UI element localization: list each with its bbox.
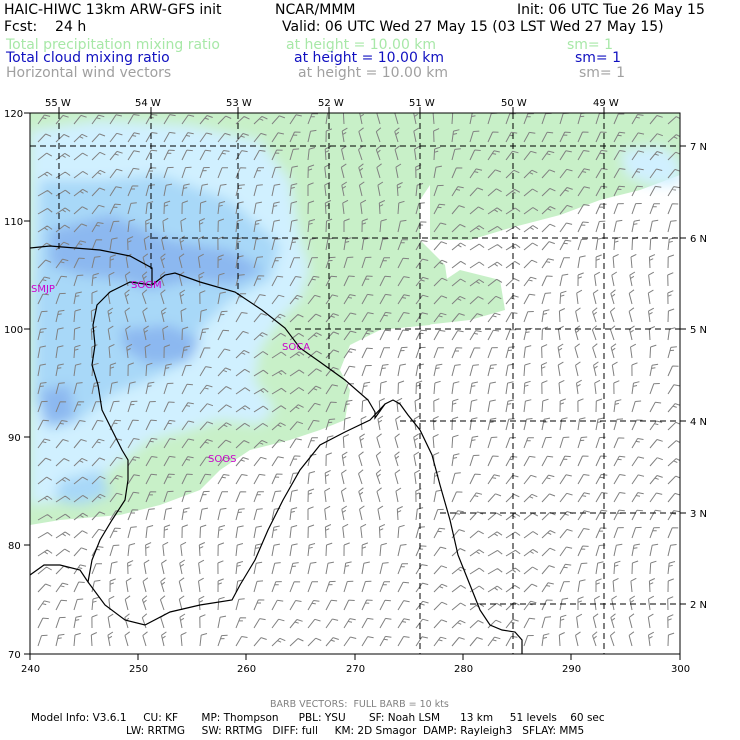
field-cloud-sm: sm= 1 [575, 50, 622, 66]
valid-time: Valid: 06 UTC Wed 27 May 15 (03 LST Wed … [282, 19, 664, 35]
lon-label: 55 W [45, 98, 71, 109]
lon-label: 52 W [318, 98, 344, 109]
x-tick-label: 290 [562, 664, 581, 675]
lon-label: 49 W [593, 98, 619, 109]
x-tick-label: 270 [346, 664, 365, 675]
x-tick-label: 260 [237, 664, 256, 675]
wind-barbs [37, 113, 680, 647]
wind-barb-glyphs [37, 113, 680, 647]
forecast-hour: Fcst: 24 h [4, 19, 87, 35]
field-wind-height: at height = 10.00 km [298, 65, 449, 81]
field-cloud-name: Total cloud mixing ratio [6, 50, 170, 66]
y-tick-label: 70 [8, 650, 21, 661]
x-tick-label: 240 [21, 664, 40, 675]
lon-label: 53 W [226, 98, 252, 109]
model-info-line1: Model Info: V3.6.1 CU: KF MP: Thompson P… [31, 712, 605, 724]
y-tick-label: 80 [8, 541, 21, 552]
lat-label: 2 N [690, 600, 707, 611]
lat-label: 5 N [690, 325, 707, 336]
lat-label: 4 N [690, 417, 707, 428]
station-label: SMJP [31, 284, 55, 295]
lon-label: 51 W [409, 98, 435, 109]
station-label: SOGM [131, 280, 162, 291]
field-precip-height: at height = 10.00 km [286, 37, 437, 53]
station-label: SOCA [282, 342, 310, 353]
coastline [30, 245, 523, 654]
lat-lon-grid [30, 113, 680, 654]
field-wind-sm: sm= 1 [579, 65, 626, 81]
y-tick-label: 110 [4, 217, 23, 228]
field-cloud-height: at height = 10.00 km [294, 50, 445, 66]
x-tick-label: 250 [129, 664, 148, 675]
lon-label: 54 W [135, 98, 161, 109]
x-tick-label: 300 [671, 664, 690, 675]
barb-legend: BARB VECTORS: FULL BARB = 10 kts [270, 699, 449, 710]
field-wind-name: Horizontal wind vectors [6, 65, 172, 81]
lon-label: 50 W [501, 98, 527, 109]
y-tick-label: 90 [8, 433, 21, 444]
model-info-line2: LW: RRTMG SW: RRTMG DIFF: full KM: 2D Sm… [126, 725, 585, 737]
field-precip-name: Total precipitation mixing ratio [6, 37, 220, 53]
init-time: Init: 06 UTC Tue 26 May 15 [517, 2, 705, 18]
org-label: NCAR/MMM [275, 2, 356, 18]
lat-label: 6 N [690, 234, 707, 245]
y-tick-label: 100 [4, 325, 23, 336]
field-precip-sm: sm= 1 [567, 37, 614, 53]
y-tick-label: 120 [4, 109, 23, 120]
lat-label: 7 N [690, 142, 707, 153]
station-label: SOOS [208, 454, 236, 465]
lat-label: 3 N [690, 509, 707, 520]
model-title: HAIC-HIWC 13km ARW-GFS init [4, 2, 222, 18]
x-tick-label: 280 [454, 664, 473, 675]
